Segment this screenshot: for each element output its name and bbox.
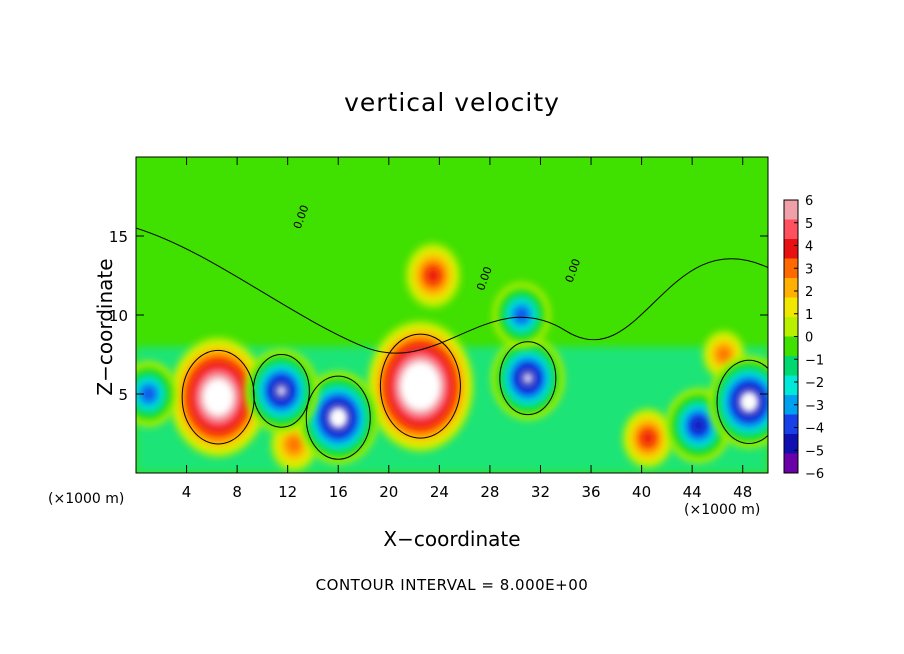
x-tick-label: 12: [278, 483, 297, 501]
colorbar-swatch: [784, 336, 798, 357]
colorbar-tick-label: 5: [805, 217, 813, 232]
colorbar-tick-label: 3: [805, 262, 813, 277]
colorbar-tick-label: −3: [805, 399, 824, 414]
colorbar-swatch: [784, 395, 798, 415]
x-unit-label-right: (×1000 m): [684, 502, 761, 518]
contour-line: [379, 333, 461, 439]
colorbar-tick-label: 4: [805, 240, 813, 255]
colorbar-swatch: [784, 239, 798, 259]
field-feature: [169, 337, 267, 457]
colorbar-swatch: [784, 414, 798, 435]
colorbar: 6 5 4 3 2 1 0 −1 −2 −3 −4 −5 −6: [783, 194, 824, 482]
colorbar-swatch: [784, 219, 798, 240]
x-tick-label: 4: [182, 483, 192, 501]
contour-line: [499, 341, 557, 416]
field-feature: [367, 321, 473, 452]
contour-line: [305, 375, 371, 460]
field-feature: [136, 361, 178, 427]
x-tick-label: 20: [379, 483, 398, 501]
contour-line: [252, 353, 310, 428]
x-axis: 4 8 12 16 20 24 28 32 36 40 44 48: [182, 157, 752, 501]
x-tick-label: 40: [632, 483, 651, 501]
field-feature: [406, 243, 461, 308]
colorbar-tick-label: 6: [805, 194, 813, 209]
colorbar-swatch: [784, 278, 798, 298]
contour-interval-note: CONTOUR INTERVAL = 8.000E+00: [315, 576, 589, 594]
y-tick-label: 5: [118, 386, 128, 404]
colorbar-swatch: [784, 434, 798, 454]
colorbar-tick-label: −1: [805, 353, 824, 368]
colorbar-swatch: [784, 200, 798, 220]
colorbar-tick-label: −6: [805, 467, 824, 482]
colorbar-tick-label: 0: [805, 331, 813, 346]
y-tick-label: 10: [109, 307, 128, 325]
field-feature: [492, 282, 551, 348]
x-axis-label: X−coordinate: [383, 527, 521, 551]
colorbar-swatch: [784, 375, 798, 396]
colorbar-tick-label: −4: [805, 422, 824, 437]
x-unit-label-left: (×1000 m): [48, 491, 125, 507]
y-tick-label: 15: [109, 228, 128, 246]
colorbar-swatch: [784, 317, 798, 337]
colorbar-swatch: [784, 356, 798, 376]
x-tick-label: 44: [683, 483, 702, 501]
colorbar-swatch: [784, 453, 798, 474]
x-tick-label: 48: [733, 483, 752, 501]
field-feature: [245, 349, 318, 433]
colorbar-swatch: [784, 297, 798, 318]
x-tick-label: 32: [531, 483, 550, 501]
x-tick-label: 8: [232, 483, 242, 501]
colorbar-tick-label: 2: [805, 285, 813, 300]
contour-line: [136, 227, 768, 354]
colorbar-tick-label: −5: [805, 444, 824, 459]
colorbar-tick-label: 1: [805, 308, 813, 323]
x-tick-label: 36: [581, 483, 600, 501]
field-feature: [298, 371, 379, 464]
colorbar-tick-label: −2: [805, 376, 824, 391]
colorbar-swatch: [784, 258, 798, 279]
chart-title: vertical velocity: [344, 88, 560, 117]
x-tick-label: 24: [430, 483, 449, 501]
x-tick-label: 28: [480, 483, 499, 501]
x-tick-label: 16: [329, 483, 348, 501]
contour-line: [716, 359, 768, 444]
field-feature: [623, 408, 673, 468]
field-feature: [709, 355, 768, 448]
field-feature: [491, 336, 565, 420]
y-axis: 5 10 15: [109, 228, 768, 404]
field-layer: [136, 157, 768, 473]
